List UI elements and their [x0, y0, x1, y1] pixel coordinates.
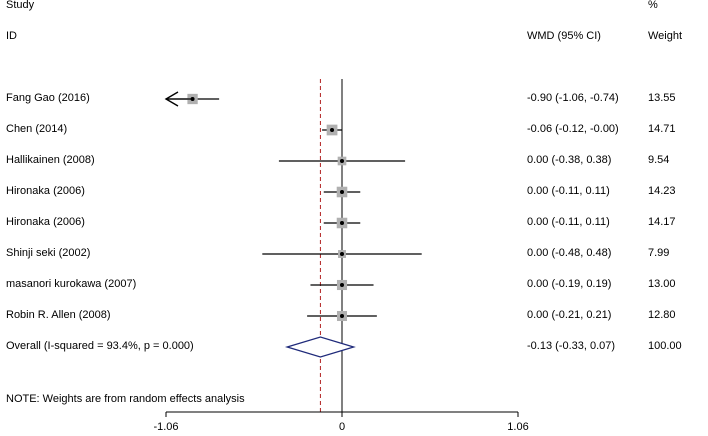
overall-label: Overall (I-squared = 93.4%, p = 0.000) [6, 340, 194, 352]
study-wmd-ci: 0.00 (-0.19, 0.19) [527, 278, 612, 290]
study-weight: 7.99 [648, 247, 670, 259]
study-wmd-ci: 0.00 (-0.48, 0.48) [527, 247, 612, 259]
point-estimate [330, 128, 335, 132]
x-tick-label: 1.06 [507, 421, 528, 433]
study-wmd-ci: -0.90 (-1.06, -0.74) [527, 92, 619, 104]
overall-wmd-ci: -0.13 (-0.33, 0.07) [527, 340, 616, 352]
point-estimate [340, 252, 344, 256]
study-label: Chen (2014) [6, 123, 68, 135]
overall-diamond [284, 336, 356, 358]
percent-header: % [648, 0, 658, 11]
study-weight: 9.54 [648, 154, 670, 166]
point-estimate [340, 221, 344, 225]
weight-header: Weight [648, 30, 683, 42]
study-label: Robin R. Allen (2008) [6, 309, 111, 321]
study-wmd-ci: 0.00 (-0.11, 0.11) [527, 216, 610, 228]
study-label: Hironaka (2006) [6, 216, 85, 228]
point-estimate [340, 190, 344, 194]
study-weight: 14.71 [648, 123, 676, 135]
weights-note: NOTE: Weights are from random effects an… [6, 393, 245, 405]
study-weight: 14.23 [648, 185, 676, 197]
study-label: Shinji seki (2002) [6, 247, 91, 259]
wmd-ci-header: WMD (95% CI) [527, 30, 601, 42]
study-wmd-ci: 0.00 (-0.38, 0.38) [527, 154, 612, 166]
point-estimate [340, 159, 344, 163]
study-label: Hironaka (2006) [6, 185, 85, 197]
study-wmd-ci: -0.06 (-0.12, -0.00) [527, 123, 619, 135]
x-tick-label: 0 [339, 421, 345, 433]
point-estimate [340, 314, 344, 318]
study-label: Fang Gao (2016) [6, 92, 90, 104]
study-weight: 12.80 [648, 309, 676, 321]
x-tick-label: -1.06 [153, 421, 178, 433]
study-weight: 13.00 [648, 278, 676, 290]
id-header: ID [6, 30, 17, 42]
study-wmd-ci: 0.00 (-0.21, 0.21) [527, 309, 612, 321]
study-wmd-ci: 0.00 (-0.11, 0.11) [527, 185, 610, 197]
study-label: masanori kurokawa (2007) [6, 278, 137, 290]
study-label: Hallikainen (2008) [6, 154, 95, 166]
study-weight: 13.55 [648, 92, 676, 104]
study-weight: 14.17 [648, 216, 676, 228]
study-header: Study [6, 0, 35, 11]
point-estimate [340, 283, 344, 287]
overall-weight: 100.00 [648, 340, 682, 352]
